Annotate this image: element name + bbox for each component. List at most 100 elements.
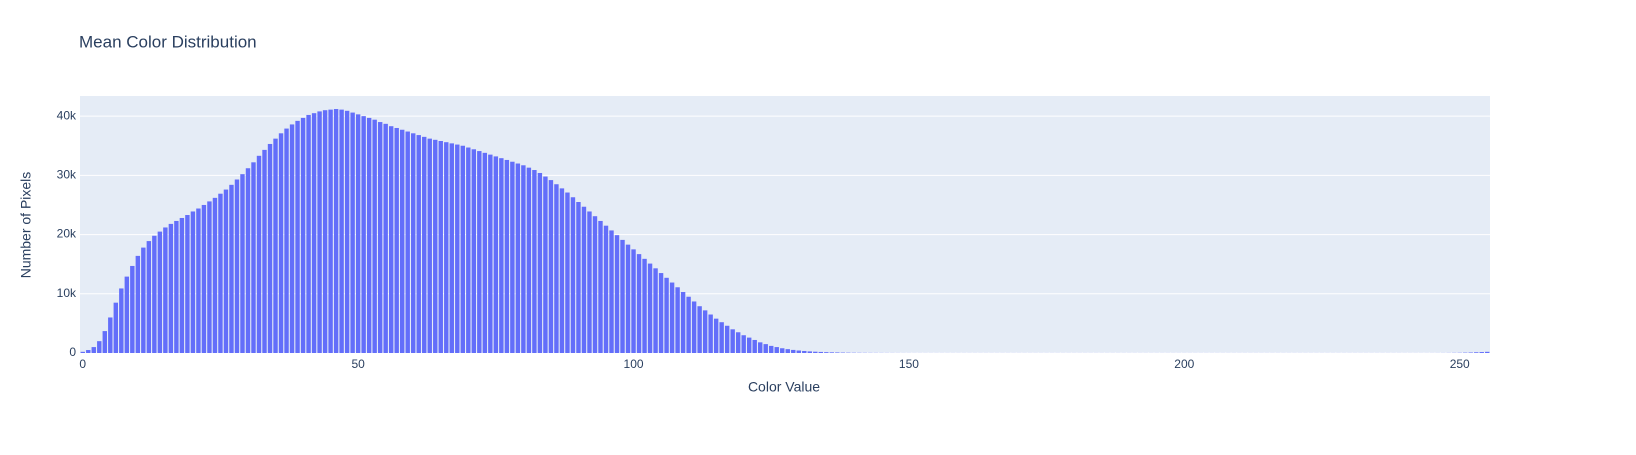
bar: [466, 148, 470, 353]
bar: [251, 162, 255, 353]
bar: [565, 193, 569, 353]
bar: [350, 113, 354, 353]
bar: [659, 273, 663, 353]
bar: [394, 128, 398, 353]
bar: [1485, 352, 1489, 353]
bar: [582, 207, 586, 353]
bar: [455, 145, 459, 353]
bar: [791, 350, 795, 353]
bar: [631, 249, 635, 353]
bar: [753, 340, 757, 353]
bar: [444, 142, 448, 353]
bar: [780, 348, 784, 353]
bar: [196, 209, 200, 353]
bar: [686, 297, 690, 353]
bar: [174, 221, 178, 353]
bar: [202, 205, 206, 353]
bar: [576, 202, 580, 353]
bar: [97, 341, 101, 353]
bar: [510, 162, 514, 353]
x-axis-title: Color Value: [748, 379, 820, 395]
bar: [163, 227, 167, 353]
bar: [758, 342, 762, 353]
x-tick-label: 250: [1450, 357, 1470, 371]
bar: [86, 350, 90, 353]
bar: [317, 111, 321, 353]
bar: [527, 168, 531, 353]
bar: [323, 110, 327, 353]
bar: [108, 317, 112, 353]
bar: [152, 236, 156, 353]
bar: [356, 114, 360, 353]
bar: [725, 326, 729, 353]
y-tick-label: 20k: [57, 227, 77, 241]
bar: [306, 115, 310, 353]
bar: [747, 338, 751, 353]
bar: [741, 335, 745, 353]
bar: [114, 303, 118, 353]
bar: [593, 216, 597, 353]
bar: [697, 306, 701, 353]
bar: [240, 174, 244, 353]
bar: [681, 292, 685, 353]
bar: [808, 351, 812, 353]
bar: [549, 180, 553, 353]
bar: [598, 221, 602, 353]
y-tick-label: 10k: [57, 286, 77, 300]
bar: [609, 230, 613, 353]
bar: [543, 177, 547, 353]
bar: [604, 226, 608, 353]
chart-title: Mean Color Distribution: [79, 32, 257, 51]
bar: [830, 352, 834, 353]
bar: [130, 266, 134, 353]
bar: [626, 245, 630, 353]
bar: [406, 132, 410, 353]
bar: [835, 352, 839, 353]
bar: [180, 218, 184, 353]
x-tick-label: 0: [79, 357, 86, 371]
bar: [664, 278, 668, 353]
bar: [819, 352, 823, 353]
bar: [642, 259, 646, 353]
bar: [328, 110, 332, 353]
y-tick-label: 30k: [57, 168, 77, 182]
bar: [521, 165, 525, 353]
bar: [554, 184, 558, 353]
bar: [301, 118, 305, 353]
bar: [383, 124, 387, 353]
bar: [103, 331, 107, 353]
bar: [775, 347, 779, 353]
bar: [224, 190, 228, 353]
bar: [262, 150, 266, 353]
bar: [428, 139, 432, 353]
bar: [786, 349, 790, 353]
bar: [1480, 352, 1484, 353]
bar: [191, 211, 195, 353]
bar: [477, 151, 481, 353]
bar: [703, 310, 707, 353]
bar: [207, 201, 211, 353]
bar: [334, 109, 338, 353]
bar: [422, 137, 426, 353]
bar: [461, 146, 465, 353]
y-tick-label: 40k: [57, 108, 77, 122]
bar: [505, 160, 509, 353]
bar: [433, 140, 437, 353]
bar: [295, 121, 299, 353]
bar: [488, 155, 492, 353]
bar: [339, 110, 343, 353]
bar: [136, 256, 140, 353]
y-tick-label: 0: [69, 345, 76, 359]
bar: [417, 135, 421, 353]
bar: [708, 315, 712, 353]
bar: [246, 168, 250, 353]
bar: [516, 164, 520, 353]
bar: [158, 232, 162, 353]
bar: [185, 215, 189, 353]
bar: [400, 130, 404, 353]
bar: [494, 156, 498, 353]
bar: [620, 240, 624, 353]
bar: [361, 116, 365, 353]
bar: [587, 211, 591, 353]
bar: [648, 264, 652, 353]
